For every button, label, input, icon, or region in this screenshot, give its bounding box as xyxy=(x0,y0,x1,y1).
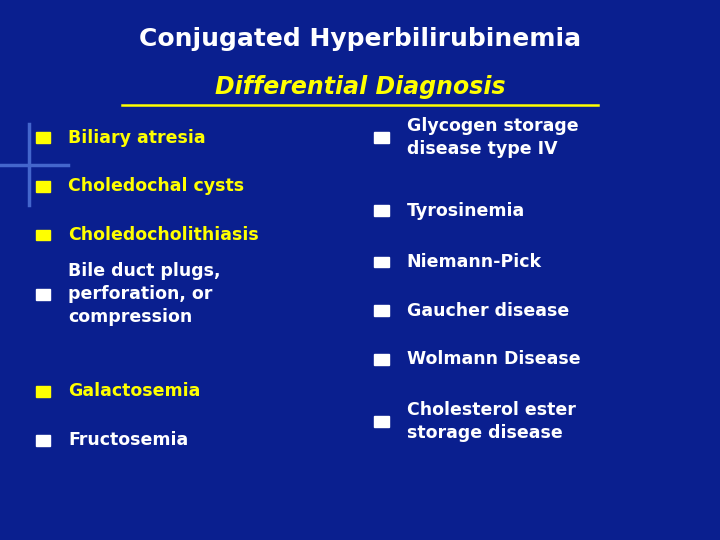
Bar xyxy=(374,205,389,216)
Text: Differential Diagnosis: Differential Diagnosis xyxy=(215,75,505,98)
Text: Conjugated Hyperbilirubinemia: Conjugated Hyperbilirubinemia xyxy=(139,27,581,51)
Text: Niemann-Pick: Niemann-Pick xyxy=(407,253,541,271)
Text: Bile duct plugs,
perforation, or
compression: Bile duct plugs, perforation, or compres… xyxy=(68,262,221,326)
Text: Fructosemia: Fructosemia xyxy=(68,431,189,449)
Bar xyxy=(36,289,50,300)
Bar xyxy=(374,354,389,364)
Bar xyxy=(374,305,389,316)
Bar xyxy=(36,435,50,446)
Text: Choledochal cysts: Choledochal cysts xyxy=(68,177,245,195)
Text: Glycogen storage
disease type IV: Glycogen storage disease type IV xyxy=(407,117,578,158)
Bar xyxy=(374,416,389,427)
Text: Cholesterol ester
storage disease: Cholesterol ester storage disease xyxy=(407,401,576,442)
Text: Choledocholithiasis: Choledocholithiasis xyxy=(68,226,259,244)
Bar xyxy=(36,181,50,192)
Text: Gaucher disease: Gaucher disease xyxy=(407,301,569,320)
Bar xyxy=(374,256,389,267)
Text: Wolmann Disease: Wolmann Disease xyxy=(407,350,580,368)
Text: Galactosemia: Galactosemia xyxy=(68,382,201,401)
Bar xyxy=(374,132,389,143)
Text: Biliary atresia: Biliary atresia xyxy=(68,129,206,147)
Bar xyxy=(36,386,50,397)
Text: Tyrosinemia: Tyrosinemia xyxy=(407,201,525,220)
Bar xyxy=(36,132,50,143)
Bar xyxy=(36,230,50,240)
